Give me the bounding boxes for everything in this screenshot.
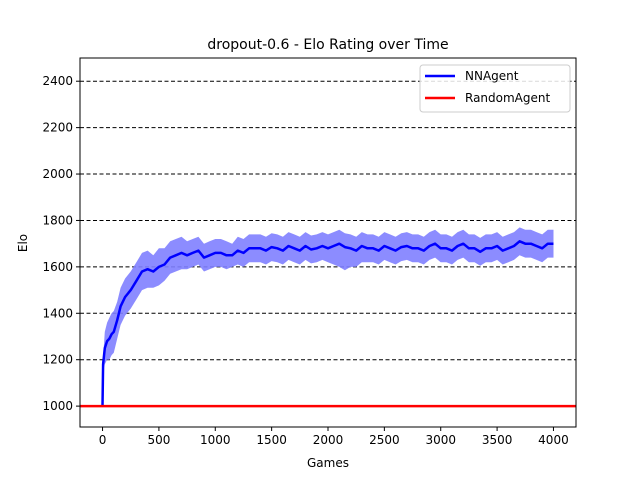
y-tick-label: 2200 (42, 121, 73, 135)
x-tick-label: 4000 (538, 433, 569, 447)
y-tick-label: 1600 (42, 260, 73, 274)
nnagent-confidence-band (102, 227, 554, 407)
x-tick-label: 1000 (200, 433, 231, 447)
legend-label-nnagent: NNAgent (465, 69, 519, 83)
legend-label-randomagent: RandomAgent (465, 91, 550, 105)
y-tick-label: 1200 (42, 353, 73, 367)
y-axis: 1000 1200 1400 1600 1800 2000 2200 2400 (42, 74, 80, 413)
x-tick-label: 3500 (482, 433, 513, 447)
legend: NNAgent RandomAgent (419, 64, 571, 113)
x-tick-label: 2000 (313, 433, 344, 447)
x-axis: 0 500 1000 1500 2000 2500 3000 3500 4000 (99, 427, 569, 447)
x-tick-label: 500 (147, 433, 170, 447)
x-tick-label: 3000 (425, 433, 456, 447)
x-tick-label: 0 (99, 433, 107, 447)
nnagent-band-group (102, 227, 554, 407)
series-lines (80, 240, 576, 408)
y-tick-label: 1400 (42, 306, 73, 320)
y-axis-title: Elo (16, 234, 30, 252)
nnagent-line (101, 240, 554, 407)
x-axis-title: Games (307, 456, 349, 470)
y-tick-label: 1000 (42, 399, 73, 413)
legend-box (419, 64, 571, 113)
x-tick-label: 2500 (369, 433, 400, 447)
y-tick-label: 2000 (42, 167, 73, 181)
y-tick-label: 1800 (42, 213, 73, 227)
x-tick-label: 1500 (256, 433, 287, 447)
y-tick-label: 2400 (42, 74, 73, 88)
chart-title: dropout-0.6 - Elo Rating over Time (207, 37, 448, 53)
